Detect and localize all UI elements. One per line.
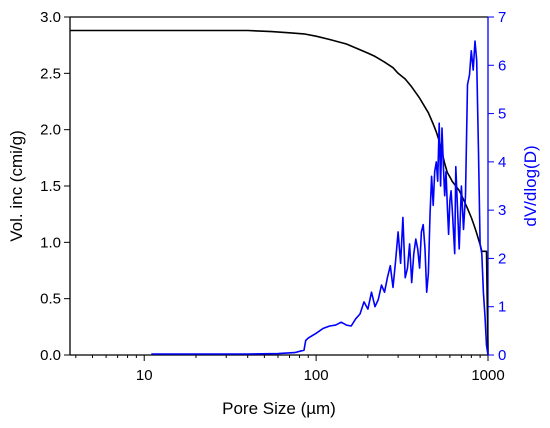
- y-right-tick-label: 4: [498, 154, 506, 171]
- y-left-tick-label: 2.0: [40, 122, 61, 139]
- y-right-tick-label: 0: [498, 347, 506, 364]
- y-left-tick-label: 0.0: [40, 347, 61, 364]
- series-vol-inc-line: [70, 29, 489, 356]
- y-left-tick-label: 1.5: [40, 178, 61, 195]
- y-right-tick-label: 1: [498, 299, 506, 316]
- ticks-layer: 10 100 1000 0.0 0.5 1.0 1.5 2.0 2.5 3.0 0 1 2 3 4 5 6 7: [40, 9, 506, 384]
- y-right-tick-label: 6: [498, 57, 506, 74]
- y-axis-right-title: dV/dlog(D): [521, 145, 540, 226]
- y-right-tick-label: 7: [498, 9, 506, 26]
- y-left-tick-label: 3.0: [40, 9, 61, 26]
- x-tick-label: 100: [304, 367, 329, 384]
- x-tick-label: 10: [136, 367, 153, 384]
- y-right-tick-label: 3: [498, 202, 506, 219]
- y-left-tick-label: 1.0: [40, 234, 61, 251]
- series-layer: [70, 29, 489, 356]
- y-left-tick-label: 0.5: [40, 291, 61, 308]
- y-right-tick-label: 5: [498, 106, 506, 123]
- y-left-tick-label: 2.5: [40, 65, 61, 82]
- series-dv-dlogd-line: [151, 40, 489, 356]
- y-axis-left-title: Vol. inc (cmi/g): [7, 130, 26, 241]
- axes-layer: [69, 16, 489, 356]
- y-right-tick-label: 2: [498, 250, 506, 267]
- x-axis-title: Pore Size (µm): [222, 399, 336, 418]
- x-tick-label: 1000: [471, 367, 504, 384]
